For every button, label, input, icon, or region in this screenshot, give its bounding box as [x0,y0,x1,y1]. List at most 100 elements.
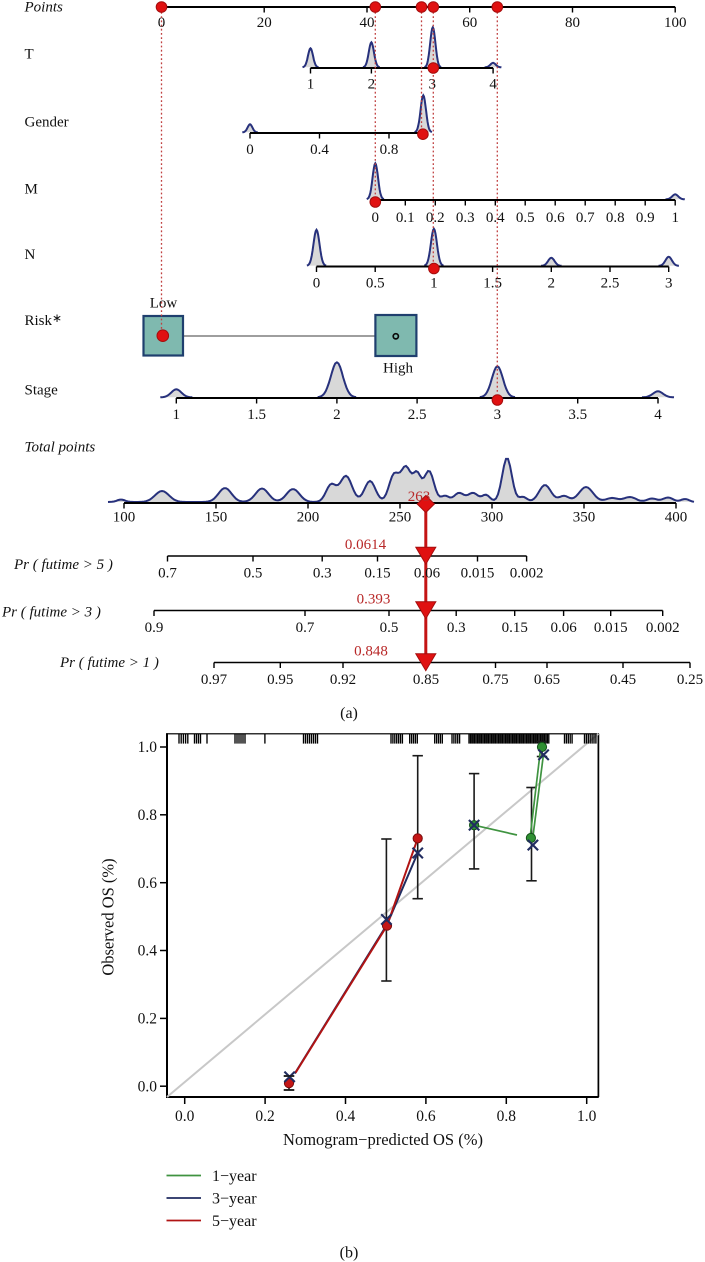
svg-text:350: 350 [573,510,596,526]
svg-text:3: 3 [665,276,673,292]
svg-text:0.3: 0.3 [456,210,475,226]
svg-text:0.2: 0.2 [426,210,445,226]
svg-text:Observed OS (%): Observed OS (%) [99,858,118,975]
svg-text:2: 2 [333,407,341,423]
svg-text:0.0: 0.0 [175,1108,195,1125]
svg-text:0.06: 0.06 [550,620,577,636]
svg-text:3: 3 [494,407,502,423]
svg-text:1.0: 1.0 [577,1108,597,1125]
svg-text:1.5: 1.5 [247,407,266,423]
svg-text:Points: Points [24,0,63,16]
svg-text:0.0: 0.0 [138,1078,158,1095]
svg-text:0.4: 0.4 [310,142,329,158]
svg-text:0.85: 0.85 [413,672,439,688]
svg-text:0.848: 0.848 [354,644,388,660]
svg-text:0.15: 0.15 [364,566,390,582]
svg-text:0.65: 0.65 [534,672,560,688]
svg-text:0.5: 0.5 [380,620,399,636]
svg-text:1: 1 [173,407,181,423]
svg-text:0.7: 0.7 [158,566,177,582]
svg-text:80: 80 [565,15,580,31]
svg-text:0.15: 0.15 [502,620,528,636]
svg-text:263: 263 [408,489,431,505]
svg-text:Total points: Total points [25,440,96,456]
svg-text:1: 1 [430,276,438,292]
svg-text:Pr ( futime > 1 ): Pr ( futime > 1 ) [59,655,159,671]
svg-text:40: 40 [360,15,375,31]
svg-text:0.0614: 0.0614 [345,537,387,553]
svg-text:0.6: 0.6 [416,1108,436,1125]
svg-text:400: 400 [665,510,688,526]
svg-text:(a): (a) [340,705,358,722]
svg-text:0.75: 0.75 [482,672,508,688]
svg-text:4: 4 [654,407,662,423]
svg-text:0.9: 0.9 [145,620,164,636]
svg-text:0.3: 0.3 [313,566,332,582]
svg-text:0: 0 [372,210,380,226]
svg-text:M: M [25,182,38,198]
svg-text:0.7: 0.7 [576,210,595,226]
svg-text:0.4: 0.4 [486,210,505,226]
svg-text:0.6: 0.6 [546,210,565,226]
svg-text:T: T [25,47,34,63]
svg-text:0.5: 0.5 [516,210,535,226]
svg-text:250: 250 [389,510,412,526]
svg-text:Nomogram−predicted OS (%): Nomogram−predicted OS (%) [283,1130,483,1149]
svg-text:0.9: 0.9 [636,210,655,226]
svg-text:Risk∗: Risk∗ [25,311,63,329]
svg-text:0.1: 0.1 [396,210,415,226]
svg-text:0.3: 0.3 [447,620,466,636]
svg-text:Pr ( futime > 3 ): Pr ( futime > 3 ) [1,605,101,621]
svg-text:0.25: 0.25 [677,672,703,688]
svg-text:0.002: 0.002 [646,620,680,636]
svg-text:60: 60 [462,15,477,31]
svg-text:0.5: 0.5 [244,566,263,582]
svg-text:0.8: 0.8 [606,210,625,226]
svg-text:0.7: 0.7 [296,620,315,636]
svg-text:0.8: 0.8 [380,142,399,158]
svg-text:Pr ( futime > 5 ): Pr ( futime > 5 ) [13,557,113,573]
svg-text:2.5: 2.5 [601,276,620,292]
svg-text:1−year: 1−year [212,1168,257,1185]
svg-text:2.5: 2.5 [408,407,427,423]
svg-text:Gender: Gender [25,115,69,131]
svg-text:N: N [25,247,36,263]
svg-text:0: 0 [313,276,321,292]
svg-text:1.0: 1.0 [138,739,158,756]
svg-text:0.002: 0.002 [510,566,544,582]
svg-text:300: 300 [481,510,504,526]
svg-text:High: High [383,361,414,377]
svg-text:Stage: Stage [25,383,59,399]
svg-text:2: 2 [548,276,556,292]
svg-text:0: 0 [246,142,254,158]
svg-text:0.97: 0.97 [201,672,228,688]
svg-text:150: 150 [205,510,228,526]
svg-text:0.6: 0.6 [138,875,158,892]
svg-text:0.92: 0.92 [330,672,356,688]
svg-text:1: 1 [671,210,679,226]
svg-text:3−year: 3−year [212,1191,257,1208]
svg-text:0.8: 0.8 [497,1108,517,1125]
svg-text:0.015: 0.015 [594,620,628,636]
svg-text:100: 100 [113,510,136,526]
svg-text:0.2: 0.2 [255,1108,274,1125]
svg-text:(b): (b) [340,1245,359,1262]
svg-text:1: 1 [307,77,315,93]
svg-text:0.015: 0.015 [461,566,495,582]
svg-text:3.5: 3.5 [568,407,587,423]
svg-text:0.2: 0.2 [138,1011,157,1028]
svg-text:1.5: 1.5 [483,276,502,292]
svg-text:4: 4 [489,77,497,93]
svg-text:0.4: 0.4 [336,1108,356,1125]
svg-text:100: 100 [664,15,687,31]
svg-text:0.95: 0.95 [267,672,293,688]
svg-text:0.393: 0.393 [357,592,391,608]
svg-text:0: 0 [158,15,166,31]
svg-text:Low: Low [150,296,178,312]
svg-text:0.5: 0.5 [366,276,385,292]
svg-text:20: 20 [257,15,272,31]
svg-text:0.06: 0.06 [414,566,441,582]
svg-text:0.4: 0.4 [138,943,158,960]
svg-text:3: 3 [428,77,436,93]
svg-text:2: 2 [368,77,376,93]
